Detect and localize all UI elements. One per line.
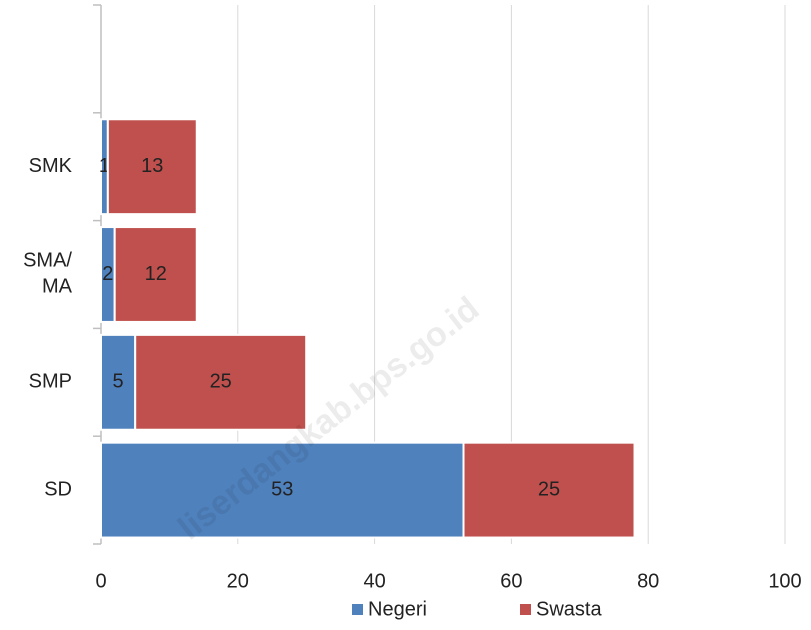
y-tick-label: SMA/MA [23, 250, 73, 298]
x-tick-label: 40 [363, 570, 385, 592]
legend-label: Negeri [368, 598, 427, 620]
legend-swatch [352, 604, 363, 615]
bar [134, 333, 308, 431]
bar [462, 441, 636, 539]
x-tick-label: 0 [95, 570, 106, 592]
legend-label: Swasta [536, 598, 602, 620]
bar [100, 441, 465, 539]
data-label: 5 [113, 371, 124, 393]
data-label: 13 [141, 155, 163, 177]
data-label: 12 [145, 263, 167, 285]
y-tick-label: SMK [29, 155, 73, 177]
data-label: 2 [102, 263, 113, 285]
y-tick-label: SMP [29, 371, 72, 393]
y-tick-label: SD [44, 478, 72, 500]
data-label: 1 [99, 155, 110, 177]
data-label: 53 [271, 478, 293, 500]
bar [100, 333, 137, 431]
x-tick-label: 80 [637, 570, 659, 592]
x-tick-label: 100 [768, 570, 801, 592]
bar [106, 118, 198, 216]
data-label: 25 [538, 478, 560, 500]
data-label: 25 [210, 371, 232, 393]
x-tick-label: 20 [227, 570, 249, 592]
x-tick-label: 60 [500, 570, 522, 592]
legend-swatch [520, 604, 531, 615]
bar [113, 226, 198, 323]
